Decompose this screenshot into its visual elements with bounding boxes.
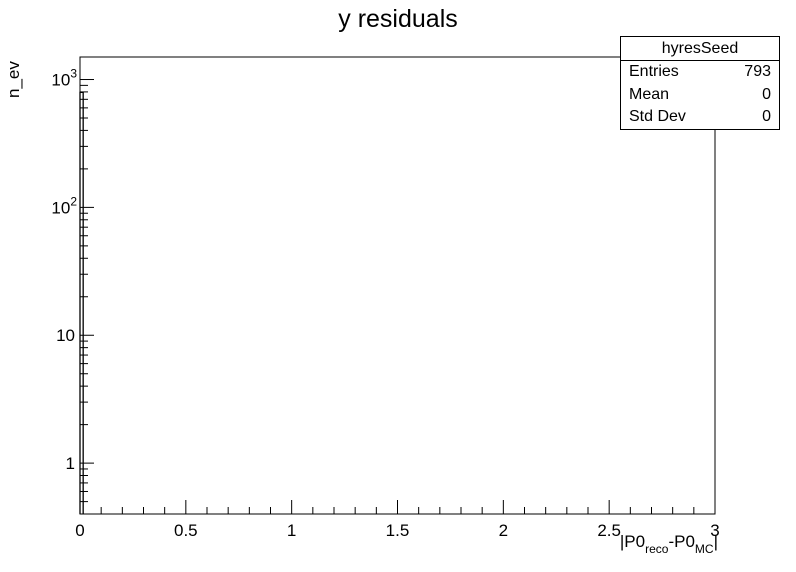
stats-row-entries: Entries 793 xyxy=(621,61,779,84)
x-tick-label: 0.5 xyxy=(174,521,198,540)
stats-title: hyresSeed xyxy=(621,37,779,61)
y-tick-label: 10 xyxy=(56,326,75,345)
x-label-part: | xyxy=(713,532,718,551)
y-tick-label: 1 xyxy=(66,454,75,473)
stats-value: 0 xyxy=(762,108,771,125)
x-tick-label: 0 xyxy=(75,521,84,540)
x-tick-label: 1 xyxy=(287,521,296,540)
stats-box: hyresSeed Entries 793 Mean 0 Std Dev 0 xyxy=(620,36,780,130)
x-label-sub-reco: reco xyxy=(645,542,669,556)
y-tick-label: 103 xyxy=(51,67,77,90)
y-axis-label: n_ev xyxy=(4,61,23,98)
x-label-part: -P0 xyxy=(668,532,695,551)
stats-value: 0 xyxy=(762,85,771,103)
x-tick-label: 2 xyxy=(499,521,508,540)
stats-row-stddev: Std Dev 0 xyxy=(621,106,779,129)
stats-label: Entries xyxy=(629,63,679,80)
stats-value: 793 xyxy=(744,63,771,80)
x-label-sub-mc: MC xyxy=(694,542,714,556)
chart-title: y residuals xyxy=(338,5,458,33)
stats-label: Std Dev xyxy=(629,108,686,125)
x-tick-label: 2.5 xyxy=(597,521,621,540)
y-tick-label: 102 xyxy=(51,194,77,217)
x-label-part: |P0 xyxy=(619,532,646,551)
x-tick-label: 1.5 xyxy=(386,521,410,540)
x-axis-label: |P0reco-P0MC| xyxy=(620,532,718,556)
x-tick-label: 3 xyxy=(710,521,719,540)
histogram-bin xyxy=(79,91,84,514)
stats-row-mean: Mean 0 xyxy=(621,84,779,107)
stats-label: Mean xyxy=(629,85,670,103)
